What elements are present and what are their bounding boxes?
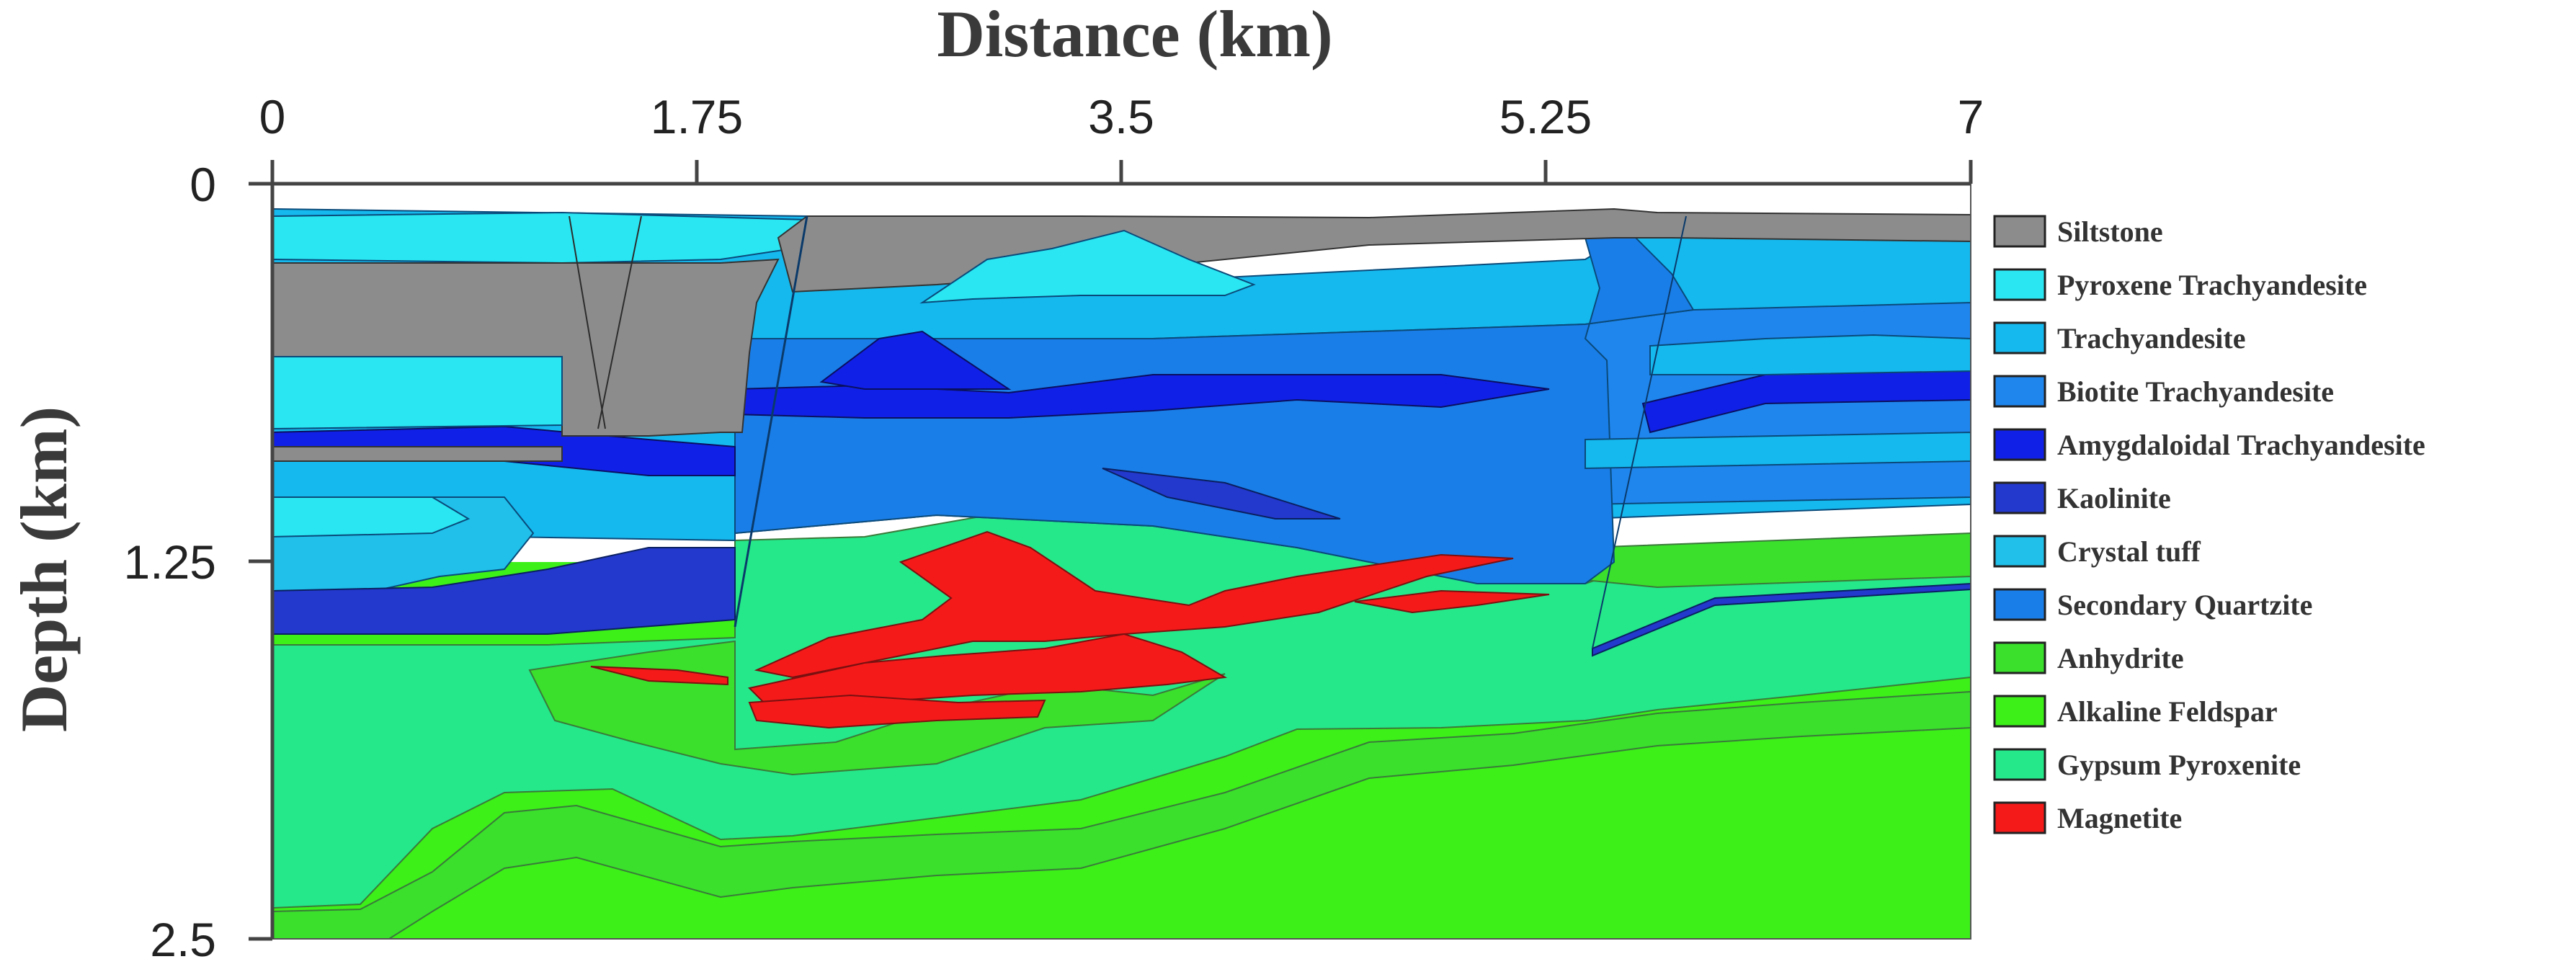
x-tick-label: 1.75 — [651, 90, 743, 143]
x-tick-label: 5.25 — [1499, 90, 1592, 143]
y-axis-title: Depth (km) — [7, 406, 81, 732]
legend-swatch — [1993, 481, 2046, 514]
legend-item: Biotite Trachyandesite — [1993, 375, 2334, 408]
legend-swatch — [1993, 588, 2046, 621]
unit-pyroxene-trachyandesite-dome — [919, 229, 1256, 304]
unit-trachyandesite-right-thin — [1585, 431, 1971, 470]
legend: Siltstone Pyroxene Trachyandesite Trachy… — [1993, 215, 2425, 834]
legend-label: Anhydrite — [2057, 642, 2184, 674]
legend-label: Kaolinite — [2057, 482, 2171, 514]
unit-magnetite-right-lens — [1354, 589, 1550, 614]
legend-swatch — [1993, 375, 2046, 408]
legend-swatch — [1993, 801, 2046, 834]
legend-item: Amygdaloidal Trachyandesite — [1993, 428, 2425, 461]
unit-amygdaloidal-band-2 — [734, 374, 1550, 419]
y-axis: 0 1.25 2.5 — [124, 158, 275, 966]
legend-item: Anhydrite — [1993, 641, 2184, 674]
legend-label: Gypsum Pyroxenite — [2057, 749, 2301, 781]
unit-kaolinite-lower — [272, 547, 736, 635]
legend-item: Magnetite — [1993, 801, 2182, 834]
legend-item: Alkaline Feldspar — [1993, 695, 2278, 728]
legend-item: Siltstone — [1993, 215, 2163, 248]
x-tick-label: 7 — [1958, 90, 1984, 143]
legend-label: Siltstone — [2057, 215, 2163, 248]
legend-item: Kaolinite — [1993, 481, 2171, 514]
y-tick-label: 1.25 — [124, 535, 216, 589]
legend-swatch — [1993, 641, 2046, 674]
model-section — [272, 183, 1971, 940]
fault-line-right — [1592, 215, 1687, 649]
legend-label: Biotite Trachyandesite — [2057, 375, 2334, 408]
x-axis: 0 1.75 3.5 5.25 7 — [259, 90, 1984, 186]
legend-label: Magnetite — [2057, 802, 2182, 834]
legend-label: Alkaline Feldspar — [2057, 695, 2278, 728]
unit-kaolinite-upper — [1102, 468, 1341, 520]
legend-item: Secondary Quartzite — [1993, 588, 2312, 621]
legend-swatch — [1993, 321, 2046, 355]
fault-line — [734, 215, 808, 628]
legend-swatch — [1993, 748, 2046, 781]
x-tick-label: 3.5 — [1088, 90, 1154, 143]
legend-label: Amygdaloidal Trachyandesite — [2057, 429, 2425, 461]
legend-swatch — [1993, 215, 2046, 248]
legend-swatch — [1993, 535, 2046, 568]
unit-pyroxene-trachyandesite-left — [272, 211, 808, 264]
fault-line-left-b — [597, 215, 642, 429]
unit-amygdaloidal-dome — [819, 330, 1012, 390]
unit-magnetite-left-lens — [590, 666, 728, 686]
legend-swatch — [1993, 695, 2046, 728]
x-axis-title: Distance (km) — [937, 0, 1332, 71]
legend-swatch — [1993, 268, 2046, 301]
legend-item: Crystal tuff — [1993, 535, 2201, 568]
legend-item: Trachyandesite — [1993, 321, 2245, 355]
legend-label: Trachyandesite — [2057, 322, 2245, 355]
unit-magnetite-main — [754, 530, 1514, 679]
legend-item: Gypsum Pyroxenite — [1993, 748, 2301, 781]
unit-pyroxene-trachyandesite-left-2 — [272, 356, 563, 430]
y-tick-label: 2.5 — [150, 913, 216, 966]
legend-swatch — [1993, 428, 2046, 461]
x-tick-label: 0 — [259, 90, 286, 143]
legend-label: Pyroxene Trachyandesite — [2057, 269, 2367, 301]
y-tick-label: 0 — [190, 158, 216, 211]
legend-label: Crystal tuff — [2057, 535, 2201, 568]
fault-line-left-a — [569, 215, 606, 429]
legend-label: Secondary Quartzite — [2057, 589, 2312, 621]
unit-magnetite-base — [748, 694, 1046, 729]
unit-siltstone-thin-left — [272, 446, 563, 462]
legend-item: Pyroxene Trachyandesite — [1993, 268, 2367, 301]
unit-pyroxene-trachyandesite-left-3 — [272, 496, 471, 538]
